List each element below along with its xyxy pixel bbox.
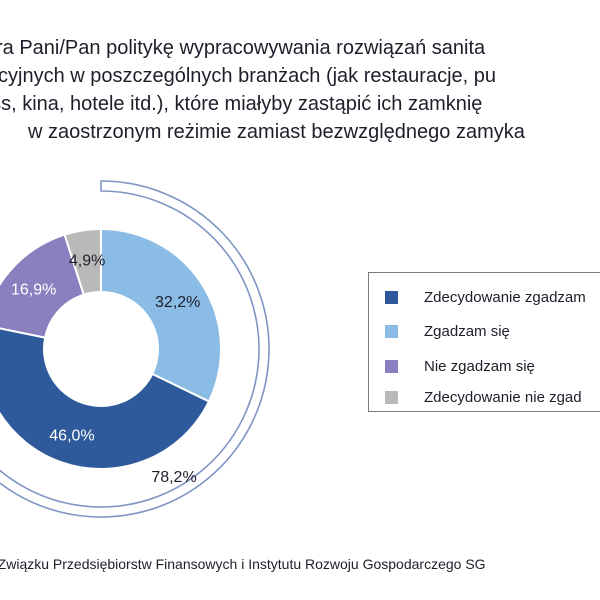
outer-ring-layer — [0, 180, 270, 518]
legend-swatch-2 — [385, 324, 398, 338]
legend: Zdecydowanie zgadzam Zgadzam się Nie zga… — [368, 272, 600, 412]
title-line-1: ra Pani/Pan politykę wypracowywania rozw… — [0, 37, 486, 59]
legend-label-2: Zgadzam się — [424, 322, 510, 340]
legend-item-3: Nie zgadzam się — [385, 356, 535, 376]
legend-label-3: Nie zgadzam się — [424, 357, 535, 375]
chart-title: ra Pani/Pan politykę wypracowywania rozw… — [0, 34, 600, 146]
title-line-4: w zaostrzonym reżimie zamiast bezwzględn… — [28, 121, 525, 143]
donut-slice-4 — [63, 227, 102, 296]
source-note: a Związku Przedsiębiorstw Finansowych i … — [0, 556, 486, 572]
legend-item-1: Zdecydowanie zgadzam — [385, 287, 586, 307]
donut-slice-1 — [0, 327, 211, 470]
slice-value-label-2: 32,2% — [155, 294, 200, 311]
slice-layer — [0, 227, 222, 470]
title-line-3: ess, kina, hotele itd.), które miałyby z… — [0, 93, 483, 115]
slice-value-label-3: 16,9% — [11, 282, 56, 299]
slice-value-label-1: 46,0% — [49, 428, 94, 445]
title-line-2: cyjnych w poszczególnych branżach (jak r… — [0, 65, 497, 87]
legend-item-4: Zdecydowanie nie zgad — [385, 387, 582, 407]
legend-swatch-3 — [385, 359, 398, 373]
outer-ring-label: 78,2% — [151, 469, 196, 486]
legend-item-2: Zgadzam się — [385, 321, 510, 341]
slice-value-label-4: 4,9% — [69, 253, 105, 270]
outer-ring-arc — [0, 180, 270, 518]
donut-slice-2 — [100, 227, 222, 403]
legend-label-1: Zdecydowanie zgadzam — [424, 288, 586, 306]
legend-label-4: Zdecydowanie nie zgad — [424, 388, 582, 406]
label-layer: 32,2% 46,0% 16,9% 4,9% 78,2% — [11, 253, 200, 486]
legend-swatch-1 — [385, 290, 398, 304]
legend-swatch-4 — [385, 390, 398, 404]
